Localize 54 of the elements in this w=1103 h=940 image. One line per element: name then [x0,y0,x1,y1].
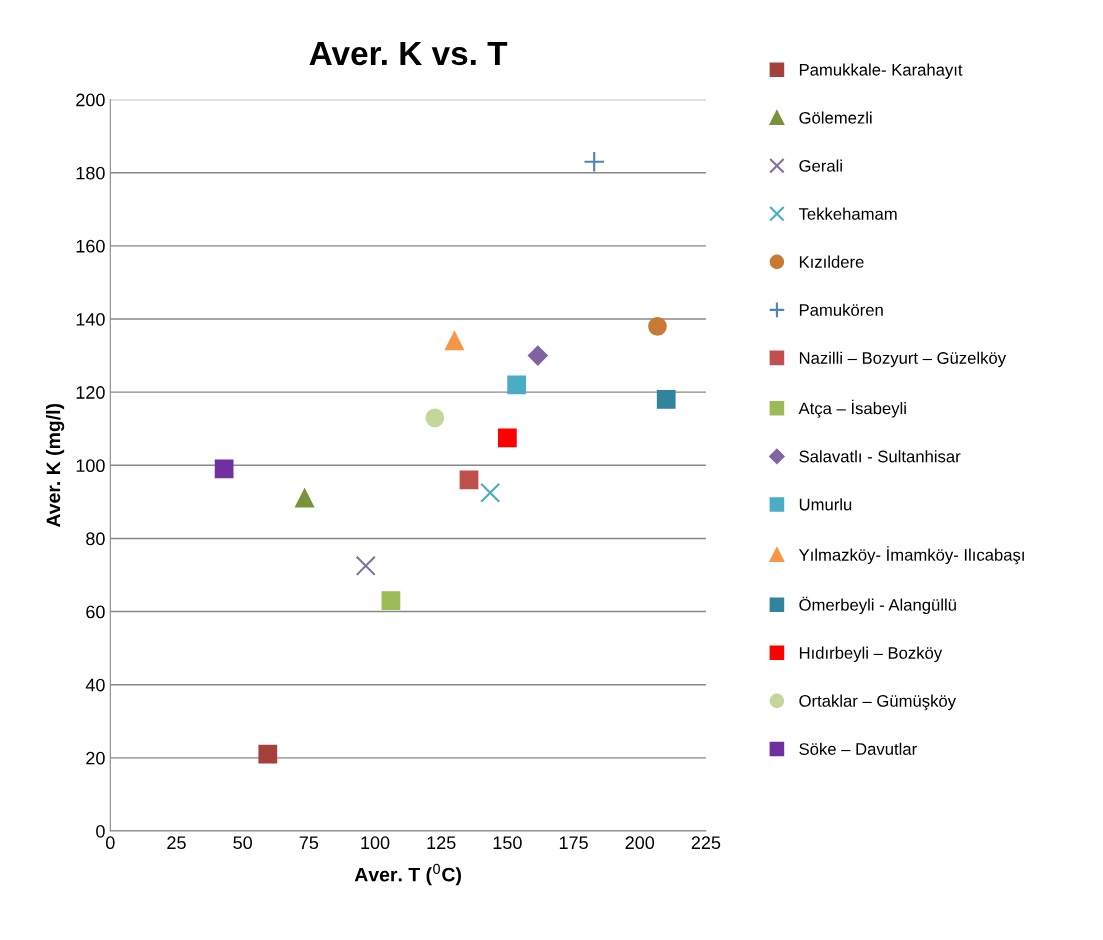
y-tick-label: 60 [86,605,105,619]
legend-label: Hıdırbeyli – Bozköy [799,646,943,663]
x-tick-label: 175 [559,836,588,850]
y-tick-label: 140 [76,312,105,326]
x-tick-label: 75 [299,836,319,850]
point [459,470,479,490]
x-tick-label: 150 [493,836,522,850]
x-tick-label: 0 [105,836,115,850]
point [648,316,667,336]
y-tick-label: 120 [76,386,105,399]
point [258,744,278,764]
point [425,408,445,428]
y-tick-label: 100 [76,459,105,473]
legend-label: Gölemezli [799,111,872,124]
legend-label: Pamukören [799,303,883,316]
y-tick-label: 80 [86,532,105,546]
y-tick-label: 160 [76,239,105,253]
legend-label: Pamukkale- Karahayıt [799,63,963,79]
point [583,151,605,173]
legend-label: Atça – İsabeyli [798,399,906,418]
point [355,555,376,576]
y-tick-label: 20 [86,751,105,765]
y-axis-title: Aver. K (mg/l) [46,403,65,528]
point [214,459,234,479]
x-tick-label: 200 [625,836,655,850]
legend-label: Salavatlı - Sultanhisar [799,450,961,463]
legend-label: Ortaklar – Gümüşköy [799,694,956,711]
x-tick-label: 125 [427,836,456,850]
legend-label: Tekkehamam [798,207,897,220]
legend-label: Kızıldere [799,255,864,268]
point [480,482,501,503]
point [527,345,548,366]
x-tick-label: 225 [691,836,721,850]
point [656,390,676,409]
point [295,488,314,508]
legend-label: Gerali [799,159,842,172]
y-tick-label: 40 [85,678,105,692]
x-tick-label: 25 [167,836,186,850]
chart-title: Aver. K vs. T [309,41,508,66]
point [507,375,527,395]
point [498,428,517,448]
legend-label: Söke – Davutlar [799,742,917,755]
legend-label: Umurlu [799,498,852,511]
legend-label: Nazilli – Bozyurt – Güzelköy [799,351,1007,368]
x-tick-label: 100 [361,836,390,850]
point [381,591,401,610]
point [445,331,464,351]
y-tick-label: 200 [76,93,105,107]
y-tick-label: 0 [96,824,105,838]
legend-label: Yılmazköy- İmamköy- Ilıcabaşı [798,546,1024,565]
y-tick-label: 180 [76,166,105,180]
legend-label: Ömerbeyli - Alangüllü [799,596,956,615]
x-axis-title: Aver. T ($^{0}$C) [354,863,461,886]
x-tick-label: 50 [233,836,252,850]
